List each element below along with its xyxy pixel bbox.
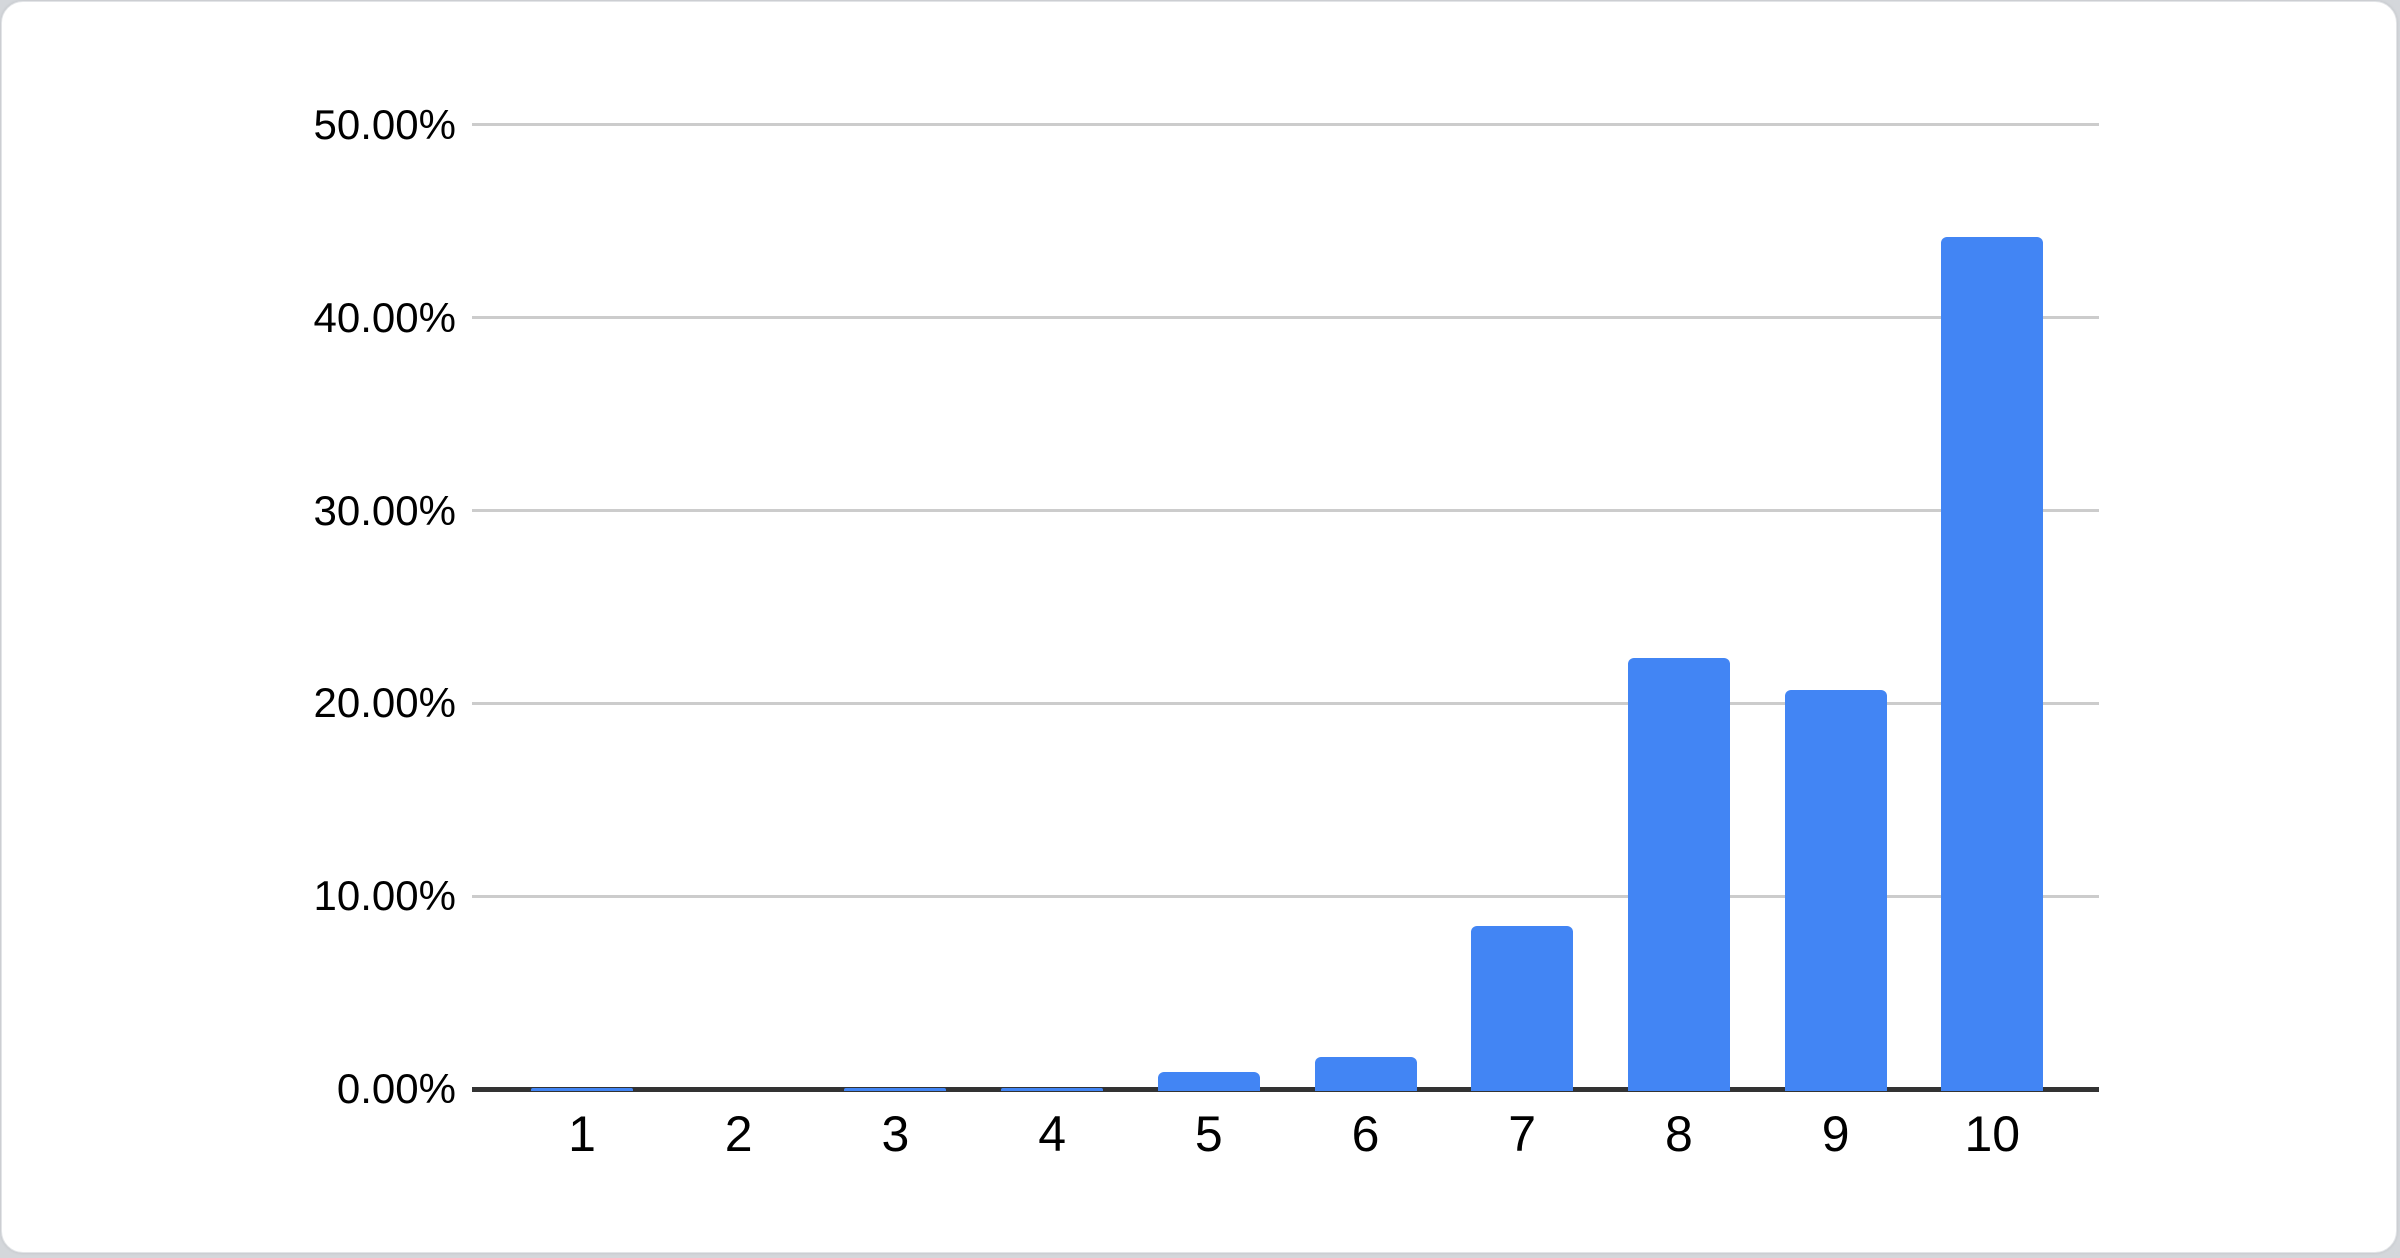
y-tick-label: 30.00% — [313, 486, 456, 534]
x-tick-label: 10 — [1964, 1106, 2021, 1162]
x-tick-label: 4 — [1038, 1106, 1066, 1162]
x-axis-baseline — [472, 1087, 2099, 1092]
gridline — [472, 894, 2099, 898]
gridline — [472, 123, 2099, 127]
x-tick-label: 8 — [1664, 1106, 1693, 1162]
y-tick-label: 10.00% — [313, 872, 456, 920]
x-tick-label: 3 — [881, 1106, 910, 1162]
bar[interactable] — [1471, 925, 1574, 1092]
x-tick-label: 6 — [1351, 1106, 1380, 1162]
bar[interactable] — [1001, 1087, 1104, 1092]
gridline — [472, 701, 2099, 705]
x-tick-label: 7 — [1508, 1106, 1537, 1162]
gridline — [472, 316, 2099, 320]
bar[interactable] — [1314, 1056, 1417, 1092]
y-tick-label: 50.00% — [313, 100, 456, 148]
y-tick-label: 0.00% — [336, 1065, 456, 1112]
bar[interactable] — [844, 1087, 947, 1092]
x-tick-label: 1 — [568, 1106, 596, 1162]
x-tick-label: 9 — [1821, 1106, 1850, 1162]
y-tick-label: 20.00% — [313, 679, 456, 727]
bar[interactable] — [1941, 237, 2044, 1092]
bar[interactable] — [1627, 657, 1730, 1092]
bar[interactable] — [531, 1087, 633, 1092]
bar[interactable] — [1784, 690, 1887, 1092]
x-tick-label: 5 — [1194, 1106, 1223, 1162]
y-tick-label: 40.00% — [313, 293, 456, 341]
gridline — [472, 509, 2099, 512]
bar[interactable] — [1157, 1072, 1260, 1092]
x-tick-label: 2 — [724, 1106, 753, 1162]
